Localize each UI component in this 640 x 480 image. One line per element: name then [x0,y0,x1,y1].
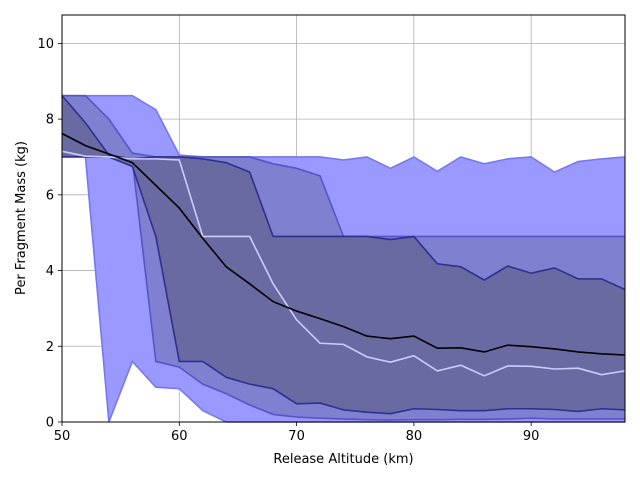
x-tick-label: 80 [406,429,423,444]
band-outer-upper-edge [62,94,626,174]
band-inner-area [62,95,625,414]
band-inner-upper-edge [61,95,626,291]
x-tick-label: 60 [171,429,188,444]
x-tick-label: 70 [288,429,305,444]
y-tick-label: 6 [46,188,54,203]
y-tick-label: 0 [46,416,54,431]
x-tick-label: 90 [523,429,540,444]
line-mean [61,132,626,356]
line-median [61,150,626,377]
x-tick-label: 50 [54,429,71,444]
plot-frame [61,14,626,423]
band-inner-lower-edge [62,156,626,415]
y-tick-label: 4 [46,264,54,279]
y-axis-label: Per Fragment Mass (kg) [14,141,29,295]
bands-layer [61,94,626,423]
y-tick-label: 10 [37,37,54,52]
lines-layer [61,132,626,377]
y-tick-label: 2 [46,340,54,355]
ticks-layer: 50 60 70 80 90 0 2 4 6 8 10 [37,37,539,444]
band-middle-lower-edge [61,152,625,421]
x-axis-label: Release Altitude (km) [273,452,413,467]
y-tick-label: 8 [46,113,54,128]
